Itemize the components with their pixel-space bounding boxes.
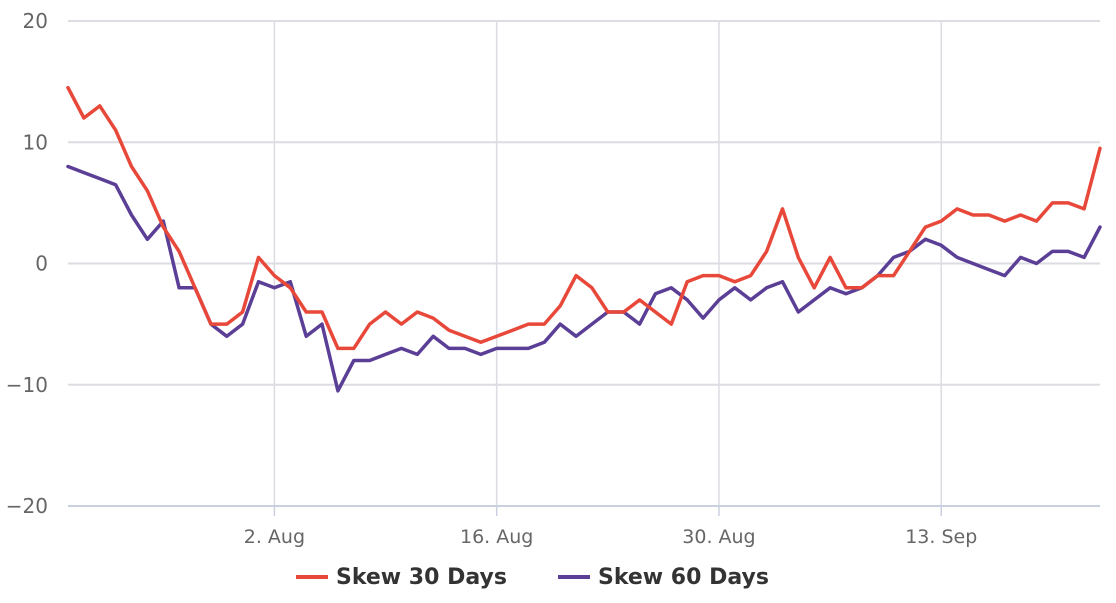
legend[interactable]: Skew 30 Days Skew 60 Days bbox=[296, 565, 769, 590]
legend-label-skew-60: Skew 60 Days bbox=[598, 565, 769, 590]
x-tick-labels: 2. Aug 16. Aug 30. Aug 13. Sep bbox=[244, 526, 978, 548]
legend-item-skew-30[interactable]: Skew 30 Days bbox=[296, 565, 507, 590]
x-tick-label: 2. Aug bbox=[244, 526, 305, 548]
x-grid-layer bbox=[273, 21, 942, 516]
legend-item-skew-60[interactable]: Skew 60 Days bbox=[558, 565, 769, 590]
x-tick-label: 13. Sep bbox=[905, 526, 977, 548]
y-tick-label: 10 bbox=[23, 130, 48, 154]
x-tick-label: 16. Aug bbox=[460, 526, 533, 548]
y-tick-label: 20 bbox=[23, 9, 48, 33]
y-tick-label: −10 bbox=[6, 373, 48, 397]
series-layer bbox=[66, 85, 1102, 393]
grid-layer bbox=[68, 20, 1100, 507]
y-tick-labels: 20 10 0 −10 −20 bbox=[6, 9, 48, 518]
series-line-skew-30[interactable] bbox=[66, 85, 1102, 351]
y-tick-label: 0 bbox=[35, 252, 48, 276]
legend-label-skew-30: Skew 30 Days bbox=[336, 565, 507, 590]
series-line-skew-60[interactable] bbox=[66, 164, 1102, 393]
y-tick-label: −20 bbox=[6, 494, 48, 518]
x-tick-label: 30. Aug bbox=[682, 526, 755, 548]
